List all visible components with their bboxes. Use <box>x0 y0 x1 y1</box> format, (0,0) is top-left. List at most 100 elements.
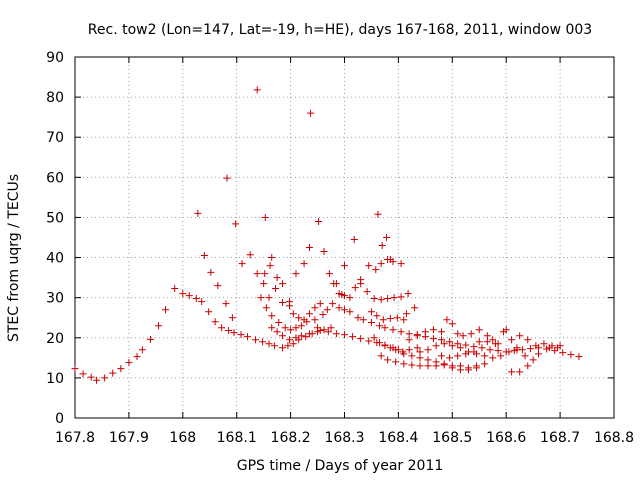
data-point <box>464 366 472 374</box>
x-tick-label: 168.6 <box>486 430 526 446</box>
data-point <box>300 260 308 268</box>
data-point <box>265 340 273 348</box>
x-tick-label: 168.1 <box>217 430 257 446</box>
data-point <box>532 342 540 350</box>
data-point <box>429 335 437 343</box>
data-point <box>377 260 385 268</box>
data-point <box>320 326 328 334</box>
data-points <box>71 86 583 384</box>
data-point <box>279 298 287 306</box>
data-point <box>71 365 79 373</box>
data-point <box>370 294 378 302</box>
data-point <box>289 310 297 318</box>
data-point <box>357 276 365 284</box>
x-tick-label: 168.5 <box>432 430 472 446</box>
x-tick-label: 168.3 <box>324 430 364 446</box>
data-point <box>535 350 543 358</box>
data-point <box>393 314 401 322</box>
data-point <box>516 368 524 376</box>
data-point <box>390 294 398 302</box>
x-axis-label: GPS time / Days of year 2011 <box>237 458 444 474</box>
data-point <box>467 330 475 338</box>
data-point <box>327 324 335 332</box>
data-point <box>392 346 400 354</box>
data-point <box>292 324 300 332</box>
data-point <box>416 354 424 362</box>
data-point <box>381 342 389 350</box>
data-point <box>475 338 483 346</box>
data-point <box>459 332 467 340</box>
data-point <box>320 248 328 256</box>
data-point <box>513 344 521 352</box>
data-point <box>335 290 343 298</box>
data-point <box>374 210 382 218</box>
data-point <box>287 326 295 334</box>
data-point <box>79 370 87 378</box>
y-tick-label: 70 <box>46 130 64 146</box>
data-point <box>289 340 297 348</box>
data-point <box>341 262 348 270</box>
data-point <box>308 330 316 338</box>
data-point <box>341 292 348 300</box>
data-point <box>413 332 421 340</box>
data-point <box>559 349 567 357</box>
data-point <box>286 302 294 310</box>
data-point <box>305 244 313 252</box>
y-tick-label: 50 <box>46 210 64 226</box>
y-tick-label: 90 <box>46 50 64 66</box>
data-point <box>268 312 276 320</box>
data-point <box>133 353 141 361</box>
data-point <box>265 294 273 302</box>
data-point <box>138 346 146 354</box>
data-point <box>284 342 292 350</box>
data-point <box>314 324 322 332</box>
data-point <box>545 344 553 352</box>
x-tick-label: 168.7 <box>540 430 580 446</box>
data-point <box>556 342 564 350</box>
data-point <box>367 308 375 316</box>
data-point <box>295 314 303 322</box>
data-point <box>349 333 357 341</box>
data-point <box>230 329 238 337</box>
data-point <box>411 304 419 312</box>
data-point <box>232 220 240 228</box>
x-tick-label: 168 <box>169 430 196 446</box>
data-point <box>404 290 412 298</box>
data-point <box>341 331 348 339</box>
data-point <box>397 293 405 301</box>
data-point <box>392 358 400 366</box>
data-point <box>443 316 451 324</box>
data-point <box>448 342 456 350</box>
data-point <box>279 280 287 288</box>
axis-ticks <box>74 56 615 419</box>
data-point <box>109 369 117 377</box>
data-point <box>311 304 319 312</box>
data-point <box>354 314 362 322</box>
data-point <box>529 356 537 364</box>
data-point <box>440 340 448 348</box>
data-point <box>402 310 410 318</box>
data-point <box>478 344 486 352</box>
data-point <box>259 338 267 346</box>
data-point <box>223 174 231 182</box>
data-point <box>389 326 397 334</box>
data-point <box>486 346 494 354</box>
data-point <box>575 353 583 361</box>
x-tick-label: 168.8 <box>594 430 634 446</box>
y-tick-label: 20 <box>46 331 64 347</box>
data-point <box>297 322 305 330</box>
data-point <box>218 324 226 332</box>
data-point <box>505 348 513 356</box>
data-point <box>424 356 432 364</box>
data-point <box>332 330 340 338</box>
data-point <box>162 306 170 314</box>
data-point <box>125 359 133 367</box>
data-point <box>237 331 245 339</box>
y-tick-label: 10 <box>46 371 64 387</box>
data-point <box>323 306 331 314</box>
data-point <box>275 319 283 327</box>
data-point <box>297 332 305 340</box>
data-point <box>367 319 375 327</box>
data-point <box>192 294 200 302</box>
data-point <box>246 251 254 259</box>
